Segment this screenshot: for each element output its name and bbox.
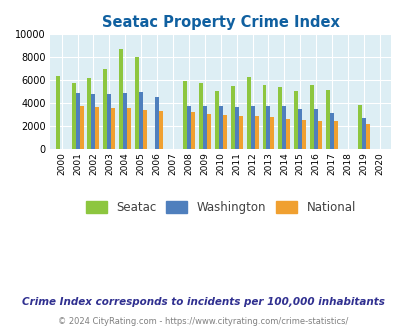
Bar (254, 116, 258, 149)
Bar (313, 109, 318, 149)
Bar (218, 106, 222, 149)
Bar (198, 83, 202, 149)
Bar (71, 83, 75, 149)
Bar (298, 109, 302, 149)
Bar (202, 106, 206, 149)
Bar (119, 50, 123, 149)
Bar (75, 93, 79, 149)
Bar (270, 117, 274, 149)
Bar (333, 121, 337, 149)
Bar (262, 84, 266, 149)
Text: Crime Index corresponds to incidents per 100,000 inhabitants: Crime Index corresponds to incidents per… (21, 297, 384, 307)
Title: Seatac Property Crime Index: Seatac Property Crime Index (102, 15, 339, 30)
Bar (186, 106, 190, 149)
Bar (95, 107, 99, 149)
Bar (107, 94, 111, 149)
Bar (318, 121, 322, 149)
Bar (250, 106, 254, 149)
Bar (361, 118, 365, 149)
Bar (155, 97, 159, 149)
Bar (234, 107, 238, 149)
Bar (190, 112, 194, 149)
Bar (214, 91, 218, 149)
Bar (266, 106, 270, 149)
Bar (325, 90, 329, 149)
Bar (91, 94, 95, 149)
Bar (309, 84, 313, 149)
Bar (329, 113, 333, 149)
Bar (135, 57, 139, 149)
Bar (230, 86, 234, 149)
Bar (127, 108, 131, 149)
Bar (302, 120, 305, 149)
Bar (282, 106, 286, 149)
Bar (246, 77, 250, 149)
Legend: Seatac, Washington, National: Seatac, Washington, National (81, 196, 360, 219)
Bar (123, 93, 127, 149)
Bar (159, 111, 163, 149)
Bar (294, 91, 298, 149)
Bar (278, 87, 282, 149)
Bar (365, 124, 369, 149)
Bar (183, 81, 186, 149)
Bar (79, 106, 83, 149)
Bar (139, 92, 143, 149)
Bar (357, 105, 361, 149)
Bar (286, 119, 290, 149)
Bar (143, 110, 147, 149)
Text: © 2024 CityRating.com - https://www.cityrating.com/crime-statistics/: © 2024 CityRating.com - https://www.city… (58, 317, 347, 326)
Bar (222, 115, 226, 149)
Bar (238, 115, 242, 149)
Bar (87, 78, 91, 149)
Bar (111, 108, 115, 149)
Bar (206, 115, 210, 149)
Bar (103, 69, 107, 149)
Bar (55, 76, 60, 149)
